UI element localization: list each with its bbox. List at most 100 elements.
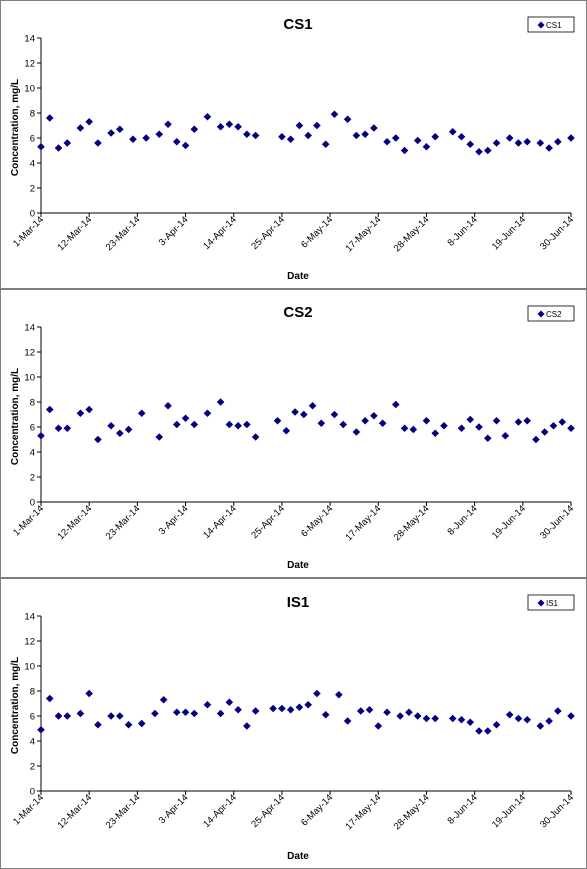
data-point: [483, 727, 492, 735]
data-point: [361, 130, 369, 139]
data-point: [391, 400, 400, 409]
y-tick-label: 6: [30, 712, 35, 723]
x-axis-label: Date: [287, 851, 309, 862]
x-tick-label: 19-Jun-14: [490, 503, 528, 541]
data-point: [234, 421, 242, 430]
data-point: [308, 401, 317, 410]
data-point: [124, 425, 133, 434]
data-point: [129, 135, 137, 144]
data-point: [523, 715, 531, 724]
data-point: [225, 420, 234, 429]
data-point: [37, 725, 45, 734]
data-point: [54, 712, 63, 720]
data-point: [505, 710, 514, 719]
data-point: [448, 127, 457, 136]
data-point: [492, 720, 501, 729]
data-point: [107, 712, 115, 720]
data-point: [475, 147, 483, 156]
data-point: [76, 124, 85, 132]
data-point: [339, 420, 348, 429]
data-point: [457, 424, 466, 433]
data-point: [536, 139, 545, 147]
data-point: [483, 434, 492, 443]
y-axis-label: Concentration, mg/L: [10, 657, 21, 754]
legend-box: [527, 16, 575, 33]
x-tick-label: 6-May-14: [299, 503, 335, 539]
data-point: [400, 424, 409, 433]
data-point: [422, 416, 431, 425]
data-point: [431, 132, 440, 141]
data-point: [286, 135, 295, 144]
data-point: [352, 428, 361, 436]
data-point: [370, 124, 378, 132]
data-point: [313, 689, 321, 698]
data-point: [466, 718, 475, 727]
data-point: [203, 112, 212, 121]
y-tick-label: 12: [24, 637, 35, 648]
data-point: [234, 705, 242, 714]
legend-box: [527, 305, 575, 322]
data-point: [505, 134, 514, 142]
x-tick-label: 14-Apr-14: [201, 792, 239, 830]
data-point: [63, 712, 72, 720]
data-point: [501, 431, 510, 440]
x-tick-label: 17-May-14: [343, 792, 383, 832]
data-point: [85, 117, 93, 126]
x-tick-label: 6-May-14: [299, 214, 335, 250]
data-point: [107, 129, 115, 137]
data-point: [321, 140, 330, 149]
x-tick-label: 28-May-14: [392, 792, 432, 832]
x-tick-label: 14-Apr-14: [201, 503, 239, 541]
data-point: [216, 709, 225, 718]
x-axis-label: Date: [287, 271, 309, 282]
x-tick-label: 3-Apr-14: [157, 503, 191, 537]
x-tick-label: 6-May-14: [299, 792, 335, 828]
data-point: [45, 114, 54, 122]
x-tick-label: 12-Mar-14: [56, 503, 95, 542]
data-point: [251, 433, 260, 441]
y-tick-label: 4: [30, 448, 35, 459]
y-tick-label: 10: [24, 373, 35, 384]
x-tick-label: 30-Jun-14: [538, 792, 576, 830]
x-tick-label: 12-Mar-14: [56, 214, 95, 253]
x-tick-label: 1-Mar-14: [11, 792, 46, 827]
data-point: [225, 698, 234, 707]
x-tick-label: 8-Jun-14: [445, 503, 479, 537]
chart-cs2: CS2 0 2 4 6 8 10 12 14 1-Mar-14 12-Mar-14 23-Mar-14…: [10, 304, 576, 571]
data-point: [164, 120, 172, 129]
data-point: [514, 714, 523, 723]
data-point: [378, 419, 387, 428]
data-point: [181, 141, 190, 150]
y-tick-label: 0: [30, 209, 35, 220]
y-tick-label: 0: [30, 498, 35, 509]
data-point: [137, 409, 146, 418]
data-point: [383, 708, 391, 717]
x-tick-label: 23-Mar-14: [104, 214, 143, 253]
data-point: [251, 131, 260, 140]
data-point: [63, 424, 72, 433]
data-point: [94, 720, 102, 729]
data-point: [216, 122, 225, 131]
x-tick-label: 25-Apr-14: [249, 503, 287, 541]
data-point: [413, 136, 422, 145]
x-tick-label: 3-Apr-14: [157, 792, 191, 826]
data-point: [94, 435, 102, 444]
data-point: [243, 130, 251, 139]
data-point: [76, 409, 85, 418]
data-point: [124, 720, 133, 729]
y-tick-label: 8: [30, 687, 35, 698]
data-point: [243, 722, 251, 730]
data-point: [523, 416, 531, 425]
legend-box: [527, 594, 575, 611]
data-point: [251, 707, 260, 715]
x-tick-label: 25-Apr-14: [249, 792, 287, 830]
data-point: [422, 142, 431, 151]
data-point: [396, 712, 404, 720]
data-point: [545, 144, 553, 152]
data-point: [243, 420, 251, 429]
data-point: [370, 411, 378, 420]
x-tick-label: 17-May-14: [343, 214, 383, 254]
data-point: [567, 712, 575, 720]
data-point: [172, 137, 181, 146]
data-point: [536, 722, 545, 730]
